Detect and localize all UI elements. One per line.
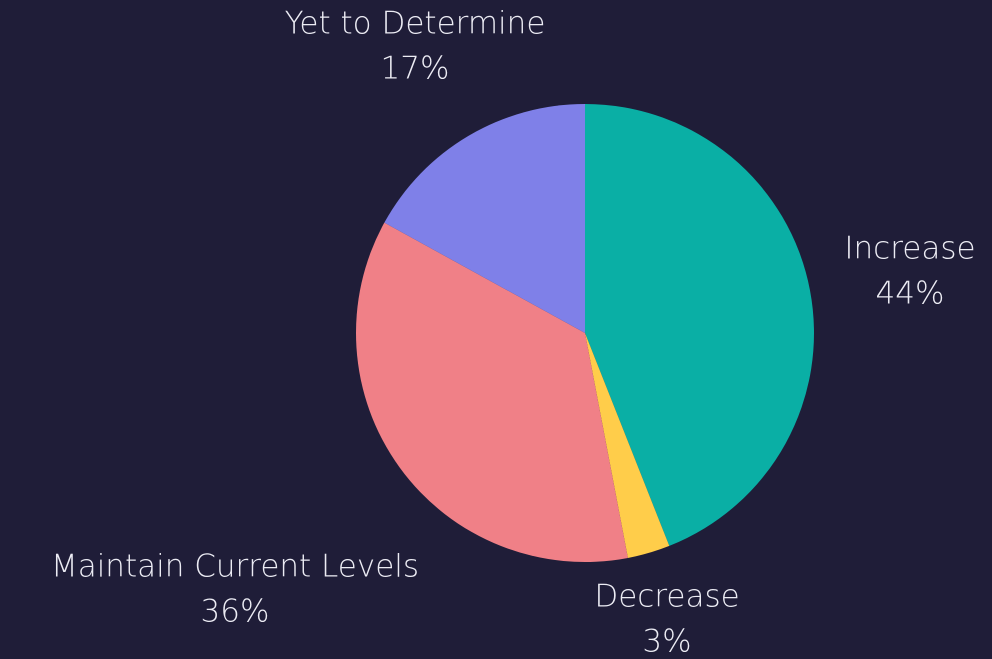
slice-value-label: 36%	[201, 594, 270, 630]
slice-label: Decrease	[594, 579, 739, 615]
slice-value-label: 17%	[381, 51, 450, 87]
slice-label: Yet to Determine	[285, 6, 546, 42]
slice-value-label: 3%	[642, 624, 691, 659]
slice-label: Maintain Current Levels	[51, 549, 419, 585]
slice-value-label: 44%	[876, 276, 945, 312]
pie-slice	[585, 333, 670, 558]
slice-label: Increase	[844, 231, 975, 267]
pie-slice	[585, 104, 814, 546]
pie-slice	[384, 104, 585, 333]
pie-slice	[356, 222, 628, 562]
